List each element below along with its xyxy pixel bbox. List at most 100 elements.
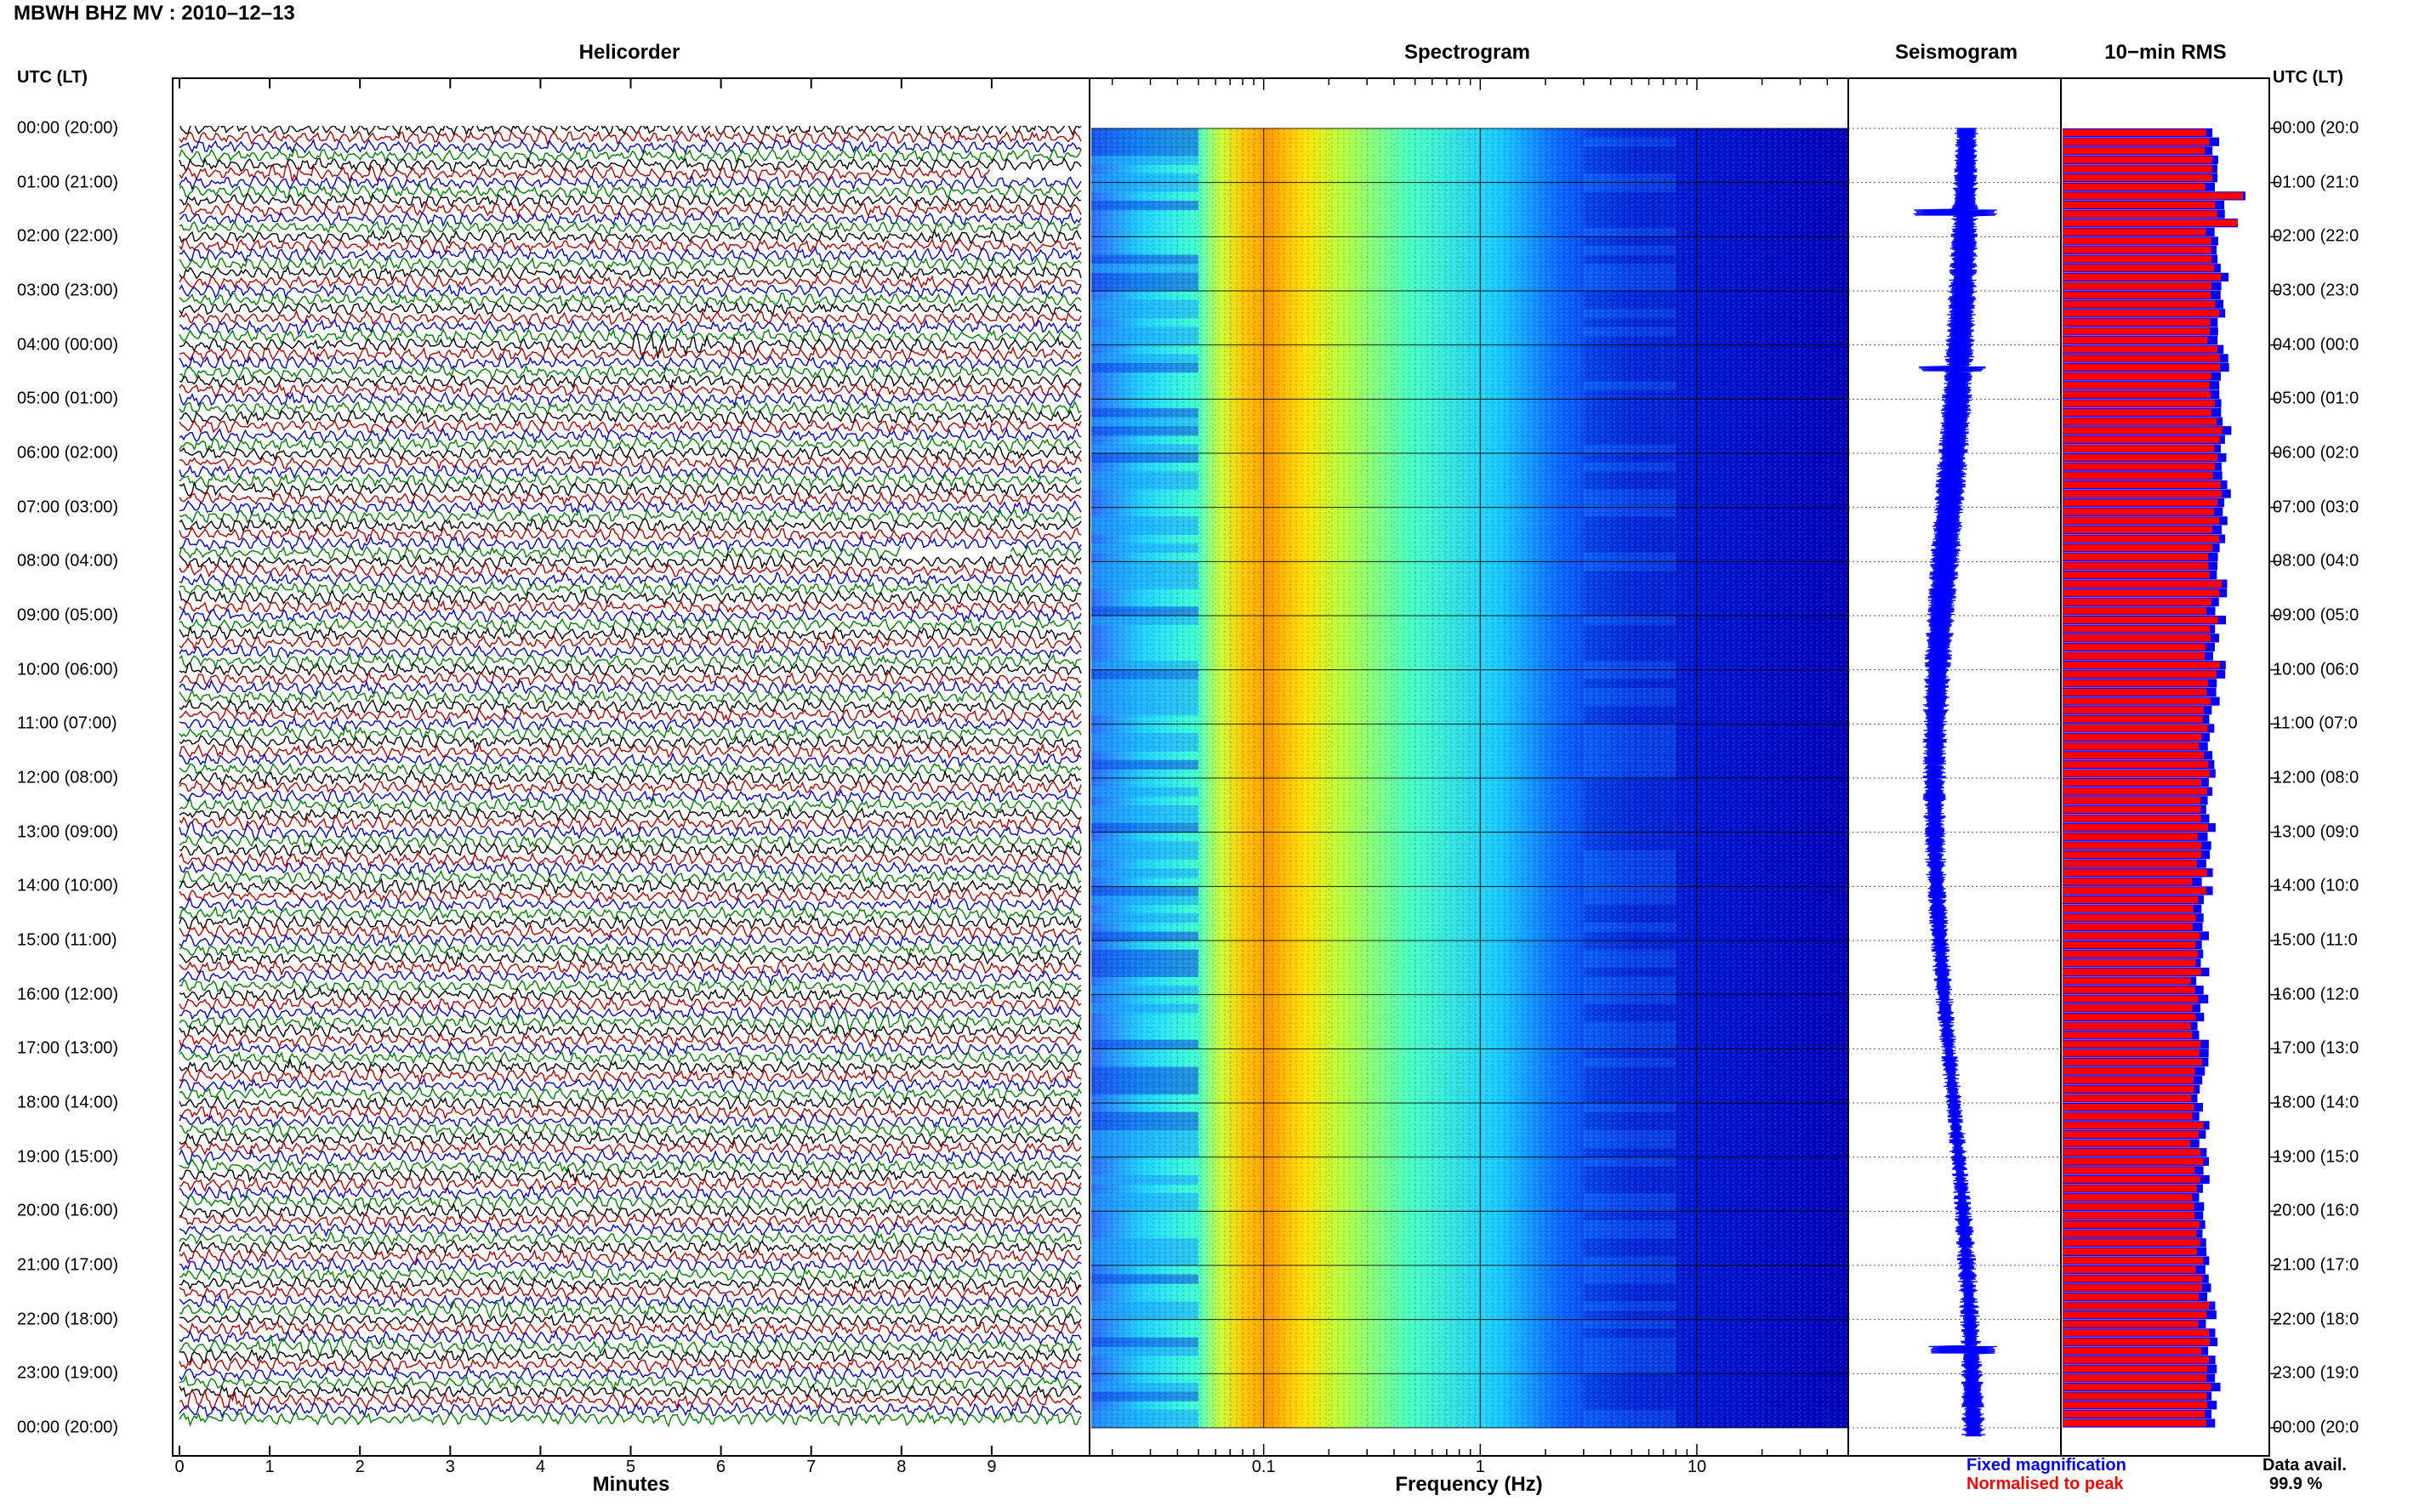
rms-bar-normalised xyxy=(2063,923,2193,930)
hour-label-right: 22:00 (18:0 xyxy=(2273,1310,2359,1329)
rms-bar-normalised xyxy=(2063,246,2211,254)
rms-bar-normalised xyxy=(2063,1365,2207,1373)
rms-bar-normalised xyxy=(2063,201,2216,208)
helicorder-trace xyxy=(179,1202,1082,1220)
helicorder-trace xyxy=(179,1275,1082,1293)
rms-bar-normalised xyxy=(2063,372,2211,380)
rms-bar-normalised xyxy=(2063,1085,2194,1093)
helicorder-trace xyxy=(179,1328,1082,1346)
rms-bar-normalised xyxy=(2063,1239,2200,1247)
rms-bar-normalised xyxy=(2063,607,2207,615)
helicorder-trace xyxy=(179,1003,1082,1021)
rms-bar-normalised xyxy=(2063,679,2208,687)
rms-bar-normalised xyxy=(2063,1040,2201,1048)
hour-label-right: 00:00 (20:0 xyxy=(2273,1418,2359,1437)
helicorder-trace xyxy=(179,1057,1082,1076)
rms-bar-normalised xyxy=(2063,797,2201,804)
hour-label-left: 05:00 (01:00) xyxy=(17,389,118,408)
rms-bar-normalised xyxy=(2063,850,2202,858)
helicorder-tick-label: 5 xyxy=(625,1458,636,1476)
rms-bar-normalised xyxy=(2063,634,2211,642)
helicorder-trace xyxy=(179,264,1082,282)
helicorder-trace xyxy=(179,274,1082,291)
rms-bar-normalised xyxy=(2063,1257,2203,1265)
rms-bar-normalised xyxy=(2063,1374,2207,1382)
hour-label-right: 02:00 (22:0 xyxy=(2273,226,2359,246)
hour-label-right: 04:00 (00:0 xyxy=(2273,335,2359,355)
rms-bar-normalised xyxy=(2063,697,2211,705)
rms-bar-normalised xyxy=(2063,1175,2200,1183)
spectrogram-panel xyxy=(1089,77,1849,1457)
rms-bar-normalised xyxy=(2063,427,2223,435)
helicorder-trace xyxy=(179,255,1082,272)
helicorder-trace xyxy=(179,291,1082,309)
helicorder-tick-label: 6 xyxy=(716,1458,726,1476)
rms-bar-normalised xyxy=(2063,742,2200,750)
helicorder-trace xyxy=(179,931,1082,949)
helicorder-trace xyxy=(179,751,1082,769)
spectrogram-x-label: Frequency (Hz) xyxy=(1395,1473,1543,1496)
helicorder-trace xyxy=(179,1022,1082,1040)
rms-bar-normalised xyxy=(2063,1347,2201,1355)
rms-bar-normalised xyxy=(2063,941,2196,949)
helicorder-trace xyxy=(179,1401,1082,1418)
rms-bar-normalised xyxy=(2063,165,2212,173)
helicorder-x-ticks xyxy=(179,78,993,1456)
helicorder-trace xyxy=(179,688,1082,706)
helicorder-trace xyxy=(179,138,1082,156)
helicorder-trace xyxy=(179,607,1082,624)
helicorder-trace xyxy=(179,571,1082,588)
rms-bar-normalised xyxy=(2063,787,2207,795)
rms-bar-normalised xyxy=(2063,363,2221,371)
helicorder-trace xyxy=(179,534,1082,553)
hour-label-left: 23:00 (19:00) xyxy=(17,1363,118,1383)
helicorder-tick-label: 7 xyxy=(806,1458,817,1476)
rms-bar-normalised xyxy=(2063,842,2202,850)
rms-title: 10−min RMS xyxy=(2104,41,2227,64)
hour-label-left: 16:00 (12:00) xyxy=(17,985,118,1004)
rms-bar-normalised xyxy=(2063,1032,2193,1039)
helicorder-trace xyxy=(179,1076,1082,1094)
helicorder-trace xyxy=(179,345,1082,362)
helicorder-trace xyxy=(179,499,1082,517)
hour-label-right: 09:00 (05:0 xyxy=(2273,605,2359,625)
spectrogram-tick-label: 10 xyxy=(1687,1458,1707,1476)
helicorder-trace xyxy=(179,1388,1082,1412)
helicorder-trace xyxy=(179,1103,1082,1121)
spectrogram-tick-label: 1 xyxy=(1475,1458,1485,1476)
rms-bar-normalised xyxy=(2063,1058,2202,1066)
rms-bar-normalised xyxy=(2063,1275,2203,1282)
helicorder-trace xyxy=(179,282,1082,300)
helicorder-trace xyxy=(179,651,1082,670)
page-title: MBWH BHZ MV : 2010–12–13 xyxy=(14,2,295,25)
helicorder-trace xyxy=(179,309,1082,326)
rms-bar-normalised xyxy=(2063,887,2206,895)
rms-bar-normalised xyxy=(2063,652,2206,660)
rms-bars xyxy=(2063,128,2245,1428)
helicorder-tick-label: 1 xyxy=(265,1458,275,1476)
rms-bar-normalised xyxy=(2063,1067,2195,1075)
rms-bar-normalised xyxy=(2063,292,2211,299)
rms-bar-normalised xyxy=(2063,643,2206,651)
rms-bar-normalised xyxy=(2063,147,2206,155)
helicorder-trace xyxy=(179,1031,1082,1049)
rms-bar-normalised xyxy=(2063,1220,2200,1229)
helicorder-trace xyxy=(179,850,1082,868)
rms-bar-normalised xyxy=(2063,1356,2210,1364)
hour-label-left: 20:00 (16:00) xyxy=(17,1201,118,1220)
rms-bar-normalised xyxy=(2063,895,2199,904)
rms-bar-normalised xyxy=(2063,1104,2194,1111)
spectrogram-title: Spectrogram xyxy=(1403,41,1531,64)
helicorder-trace xyxy=(179,588,1082,606)
helicorder-trace xyxy=(179,1040,1082,1058)
rms-bar-normalised xyxy=(2063,183,2206,190)
rms-bar-normalised xyxy=(2063,1194,2193,1202)
helicorder-trace xyxy=(179,1356,1082,1373)
helicorder-trace xyxy=(179,769,1082,787)
rms-bar-normalised xyxy=(2063,869,2207,877)
hour-label-right: 00:00 (20:0 xyxy=(2273,118,2359,138)
helicorder-trace xyxy=(179,715,1082,732)
helicorder-trace xyxy=(179,246,1082,264)
helicorder-trace xyxy=(179,1299,1082,1321)
rms-bar-normalised xyxy=(2063,562,2209,570)
